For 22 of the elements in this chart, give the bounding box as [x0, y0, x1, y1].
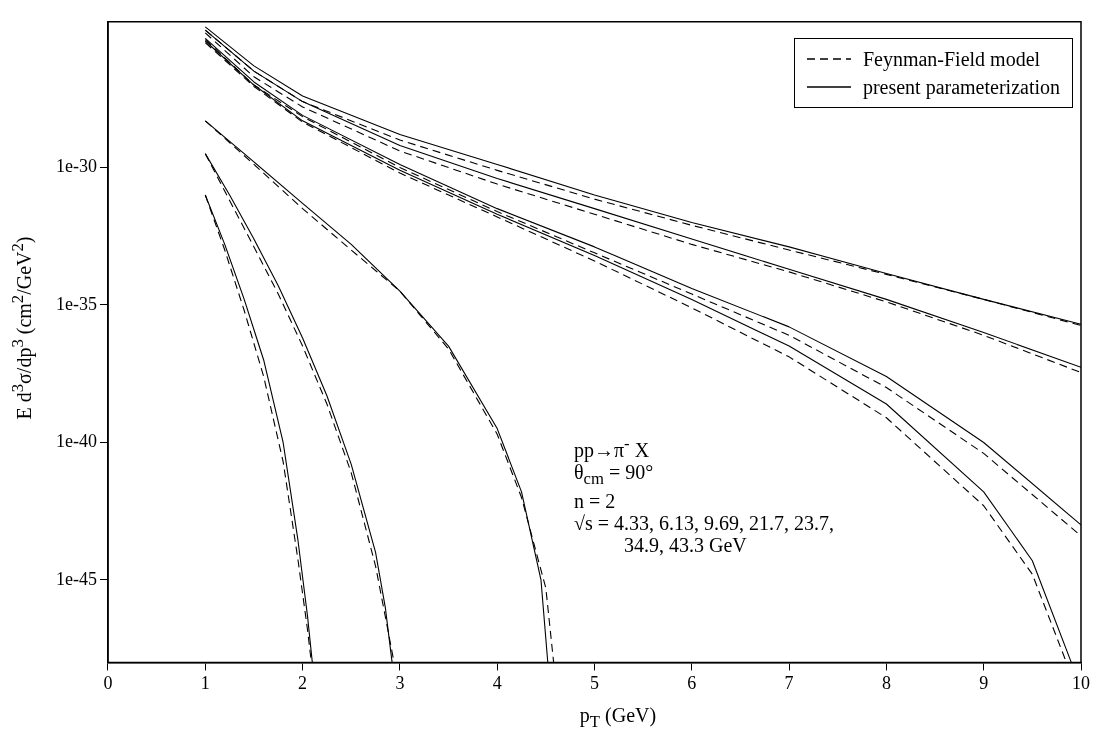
- x-tick-label: 5: [589, 672, 599, 693]
- legend-label: Feynman-Field model: [862, 47, 1041, 73]
- x-tick-label: 8: [881, 672, 891, 693]
- x-axis-title: p$_{T}$ (GeV): [578, 704, 658, 732]
- x-tick-label: 6: [687, 672, 697, 693]
- x-tick-label: 1: [200, 672, 210, 693]
- x-tick-label: 10: [1072, 672, 1090, 693]
- legend-label: present parameterization: [862, 75, 1060, 101]
- annotation: √s = 4.33, 6.13, 9.69, 21.7, 23.7,: [574, 511, 835, 534]
- y-tick-label: 1e-35: [56, 293, 97, 314]
- x-tick-label: 3: [395, 672, 405, 693]
- annotation: n = 2: [574, 489, 617, 512]
- y-tick-label: 1e-45: [56, 568, 97, 589]
- y-tick-label: 1e-30: [56, 156, 97, 177]
- y-tick-label: 1e-40: [56, 431, 97, 452]
- x-tick-label: 2: [298, 672, 308, 693]
- annotation: 34.9, 43.3 GeV: [623, 533, 748, 556]
- x-tick-label: 7: [784, 672, 794, 693]
- annotation: pp→π$^{-}$ X: [574, 433, 651, 461]
- x-tick-label: 0: [103, 672, 113, 693]
- x-tick-label: 4: [492, 672, 502, 693]
- x-tick-label: 9: [979, 672, 989, 693]
